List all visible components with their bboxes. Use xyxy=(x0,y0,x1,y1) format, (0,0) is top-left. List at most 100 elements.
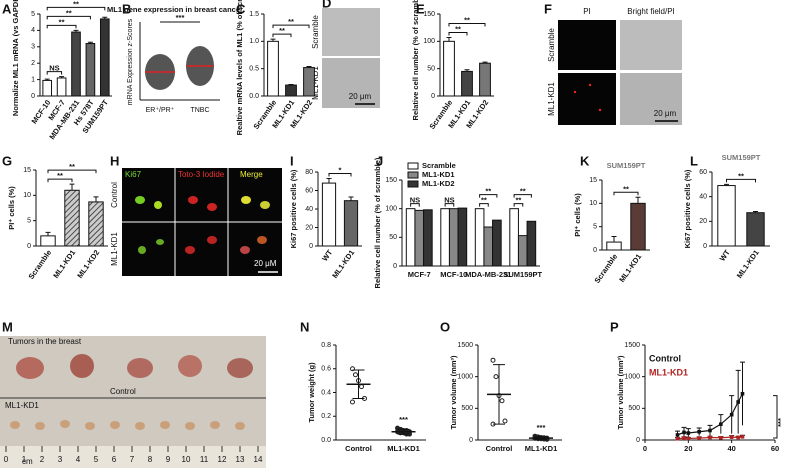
column-label: Bright field/PI xyxy=(627,7,675,16)
bracket xyxy=(448,32,468,36)
row-label: ML1-KD1 xyxy=(311,66,320,100)
sd-bar xyxy=(493,364,505,425)
x-tick-label: MCF-10 xyxy=(440,270,467,279)
x-tick-label: WT xyxy=(718,248,732,263)
legend-swatch xyxy=(407,162,419,170)
ruler-label: 6 xyxy=(112,455,117,464)
y-tick-label: 80 xyxy=(305,169,313,176)
y-tick-label: 1000 xyxy=(624,374,640,381)
y-tick-label: 0.8 xyxy=(321,342,331,349)
bracket xyxy=(513,194,532,198)
y-tick-label: 2 xyxy=(31,60,35,67)
data-point xyxy=(740,391,745,396)
ruler-label: 11 xyxy=(200,455,209,464)
ruler-label: 0 xyxy=(4,455,9,464)
data-point xyxy=(697,436,701,440)
bracket xyxy=(46,24,77,29)
data-point xyxy=(736,435,740,440)
row-label: Control xyxy=(110,182,119,208)
x-tick-label: Control xyxy=(345,444,372,453)
bracket xyxy=(47,169,97,174)
data-point xyxy=(359,384,364,390)
significance: NS xyxy=(444,196,454,205)
y-tick-label: 15 xyxy=(589,177,597,184)
bracket xyxy=(444,203,455,207)
panel-label: N xyxy=(300,319,309,334)
error-bar xyxy=(635,196,641,204)
y-tick-label: 0 xyxy=(593,247,597,254)
data-point xyxy=(353,372,358,378)
y-label: PI⁺ cells (%) xyxy=(573,193,582,237)
bar xyxy=(492,219,502,267)
bar xyxy=(423,209,433,267)
y-tick-label: 0 xyxy=(431,93,435,100)
x-tick-label: MCF-7 xyxy=(408,270,431,279)
bar xyxy=(414,209,425,267)
micrograph xyxy=(620,73,682,125)
data-point xyxy=(350,399,355,405)
bar xyxy=(479,62,491,97)
bar xyxy=(267,40,279,97)
data-point xyxy=(682,430,686,435)
x-tick-label: 20 xyxy=(684,444,692,453)
nucleus xyxy=(240,246,250,254)
legend-label: Scramble xyxy=(422,161,456,170)
error-bar xyxy=(73,29,79,33)
bracket xyxy=(272,24,310,29)
x-tick-label: 0 xyxy=(643,444,647,453)
significance: ** xyxy=(279,26,285,35)
significance: ** xyxy=(66,8,72,17)
error-bar xyxy=(446,37,452,42)
significance: ** xyxy=(481,196,487,205)
ruler-label: 4 xyxy=(76,455,81,464)
legend-swatch xyxy=(407,180,419,188)
legend-label: ML1-KD2 xyxy=(422,179,455,188)
y-tick-label: 20 xyxy=(699,218,707,225)
y-tick-label: 40 xyxy=(699,194,707,201)
significance: ** xyxy=(59,17,65,26)
panel-label: I xyxy=(290,153,294,168)
y-tick-label: 150 xyxy=(423,11,435,18)
ruler-label: 14 xyxy=(254,455,263,464)
bar xyxy=(64,189,80,247)
panel-label: D xyxy=(322,0,331,10)
bar xyxy=(40,235,56,247)
panel-label: M xyxy=(2,319,13,334)
ruler-label: 9 xyxy=(166,455,171,464)
row-label: ML1-KD1 xyxy=(110,232,119,266)
y-tick-label: 0 xyxy=(309,243,313,250)
sd-bar xyxy=(352,369,365,399)
y-tick-label: 1.0 xyxy=(249,38,259,45)
bar xyxy=(461,70,473,97)
x-tick-label: Scramble xyxy=(593,252,620,285)
y-tick-label: 500 xyxy=(628,405,640,412)
error-bar xyxy=(326,177,332,184)
row-label: Scramble xyxy=(547,28,556,62)
bar xyxy=(440,208,450,267)
bar xyxy=(99,18,110,97)
y-tick-label: 1000 xyxy=(457,374,473,381)
bracket xyxy=(479,194,498,198)
ruler-label: 5 xyxy=(94,455,99,464)
error-bar xyxy=(102,16,108,19)
scale-label: 20 μM xyxy=(254,259,277,268)
y-tick-label: 50 xyxy=(389,234,397,241)
legend-label: ML1-KD1 xyxy=(422,170,455,179)
x-tick-label: WT xyxy=(320,248,334,263)
panel-label: P xyxy=(610,319,619,334)
x-tick-label: ML1-KD1 xyxy=(525,444,558,453)
significance: NS xyxy=(49,64,59,73)
y-tick-label: 0.0 xyxy=(249,93,259,100)
nucleus xyxy=(207,236,217,244)
nucleus xyxy=(188,196,198,204)
bar xyxy=(526,220,537,267)
bar xyxy=(509,208,519,267)
micrograph xyxy=(322,58,380,108)
panel-label: B xyxy=(122,1,131,16)
panel-h: Ki67 Toto-3 Iodide Merge Control ML1-KD1… xyxy=(110,168,282,276)
panel-d: Scramble ML1-KD1 20 μm xyxy=(311,8,380,108)
data-point xyxy=(740,435,745,439)
sd-bar xyxy=(535,436,547,440)
photo-title: Tumors in the breast xyxy=(8,337,82,346)
